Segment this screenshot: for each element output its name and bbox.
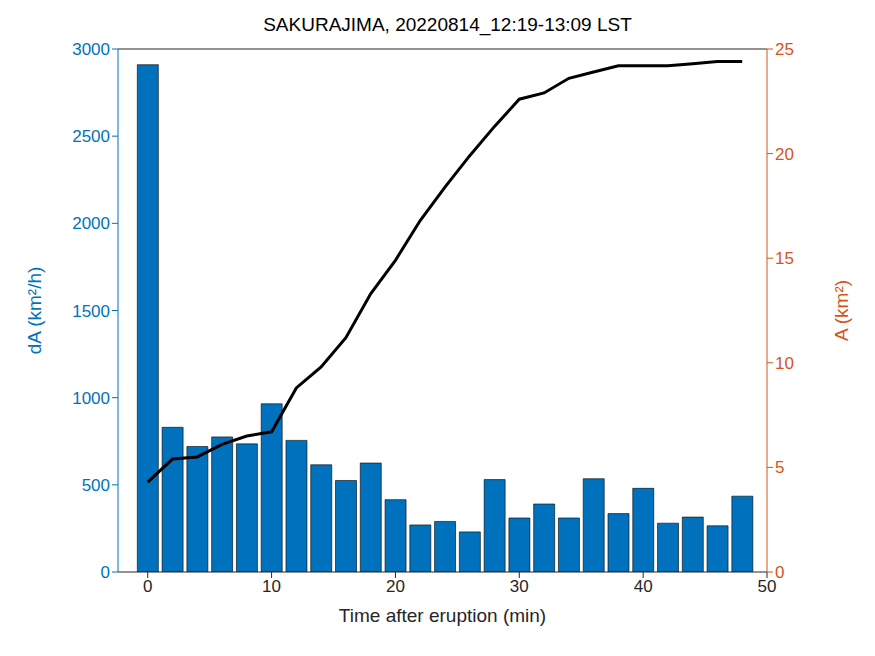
svg-text:2500: 2500 bbox=[72, 127, 110, 146]
svg-text:10: 10 bbox=[775, 354, 794, 373]
svg-text:0: 0 bbox=[143, 577, 152, 596]
svg-text:20: 20 bbox=[386, 577, 405, 596]
svg-text:1500: 1500 bbox=[72, 302, 110, 321]
svg-text:500: 500 bbox=[82, 476, 110, 495]
svg-text:2000: 2000 bbox=[72, 214, 110, 233]
svg-text:0: 0 bbox=[775, 563, 784, 582]
html-text:SAKURAJIMA, 20220814_12:19-13:: SAKURAJIMA, 20220814_12:19-13:09 LST bbox=[263, 14, 632, 35]
svg-text:0: 0 bbox=[101, 563, 110, 582]
svg-text:25: 25 bbox=[775, 42, 794, 59]
svg-text:3000: 3000 bbox=[72, 42, 110, 59]
svg-text:50: 50 bbox=[758, 577, 777, 596]
svg-text:dA (km²/h): dA (km²/h) bbox=[24, 267, 45, 355]
svg-text:5: 5 bbox=[775, 458, 784, 477]
svg-text:A (km²): A (km²) bbox=[831, 280, 852, 341]
svg-text:10: 10 bbox=[262, 577, 281, 596]
svg-text:30: 30 bbox=[510, 577, 529, 596]
svg-text:1000: 1000 bbox=[72, 389, 110, 408]
svg-text:20: 20 bbox=[775, 145, 794, 164]
svg-text:40: 40 bbox=[634, 577, 653, 596]
svg-text:Time after eruption (min): Time after eruption (min) bbox=[339, 605, 546, 626]
svg-text:15: 15 bbox=[775, 249, 794, 268]
